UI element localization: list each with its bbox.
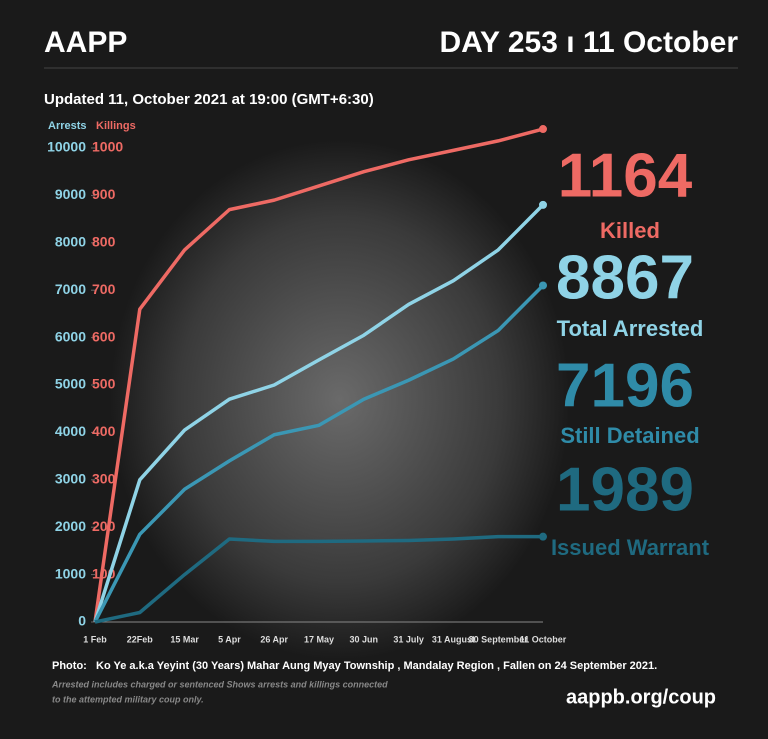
photo-backdrop (110, 140, 570, 660)
y-tick-label: 0 (78, 613, 86, 629)
y2-tick-label: 600 (92, 328, 116, 344)
y2-tick-label: 1000 (92, 139, 123, 155)
stat-label: Killed (600, 218, 660, 243)
y-tick-label: 7000 (55, 281, 86, 297)
x-tick-label: 31 August (432, 634, 475, 644)
y-tick-label: 3000 (55, 471, 86, 487)
photo-caption: Ko Ye a.k.a Yeyint (30 Years) Mahar Aung… (96, 660, 657, 672)
y-tick-label: 9000 (55, 186, 86, 202)
x-tick-label: 30 September (469, 634, 529, 644)
note: Arrested includes charged or sentenced S… (51, 679, 388, 689)
brand: AAPP (44, 26, 127, 59)
x-tick-label: 15 Mar (170, 634, 199, 644)
y-tick-label: 2000 (55, 518, 86, 534)
stat-label: Still Detained (560, 423, 699, 448)
y2-tick-label: 500 (92, 376, 116, 392)
end-point (539, 281, 547, 290)
stat-number: 8867 (556, 243, 694, 312)
y2-tick-label: 900 (92, 186, 116, 202)
y-tick-label: 4000 (55, 423, 86, 439)
y2-tick-label: 300 (92, 471, 116, 487)
y-axis-label: Arrests (48, 120, 87, 132)
x-tick-label: 1 Feb (83, 634, 107, 644)
x-tick-label: 31 July (393, 634, 424, 644)
x-tick-label: 26 Apr (260, 634, 288, 644)
y-tick-label: 8000 (55, 234, 86, 250)
y2-axis-label: Killings (96, 120, 136, 132)
day-label: DAY 253 ı 11 October (439, 26, 738, 59)
x-tick-label: 30 Jun (350, 634, 379, 644)
photo-label: Photo: (52, 660, 87, 672)
updated: Updated 11, October 2021 at 19:00 (GMT+6… (44, 91, 374, 108)
y2-tick-label: 800 (92, 234, 116, 250)
end-point (539, 125, 547, 134)
x-tick-label: 11 October (520, 634, 567, 644)
y2-tick-label: 700 (92, 281, 116, 297)
y-tick-label: 1000 (55, 565, 86, 581)
stat-number: 7196 (556, 351, 694, 420)
y-tick-label: 5000 (55, 376, 86, 392)
x-tick-label: 22Feb (127, 634, 154, 644)
plot: 0 1000 2000 3000 4000 5000 6000 7000 8000 9000 100… (47, 125, 567, 644)
x-tick-label: 17 May (304, 634, 334, 644)
series-line (94, 534, 543, 624)
end-point (539, 532, 547, 541)
y-tick-label: 10000 (47, 139, 86, 155)
stat-label: Issued Warrant (551, 535, 710, 560)
end-point (539, 200, 547, 209)
y2-tick-label: 400 (92, 423, 116, 439)
y-tick-label: 6000 (55, 328, 86, 344)
y2-tick-label: 200 (92, 518, 116, 534)
x-tick-label: 5 Apr (218, 634, 241, 644)
stat-number: 1989 (556, 455, 694, 524)
series-line (93, 127, 544, 623)
stat-number: 1164 (558, 141, 693, 210)
stat-label: Total Arrested (557, 316, 704, 341)
series-line (93, 203, 545, 623)
note: to the attempted military coup only. (52, 694, 204, 704)
series-line (93, 284, 545, 623)
url: aappb.org/coup (566, 686, 716, 708)
